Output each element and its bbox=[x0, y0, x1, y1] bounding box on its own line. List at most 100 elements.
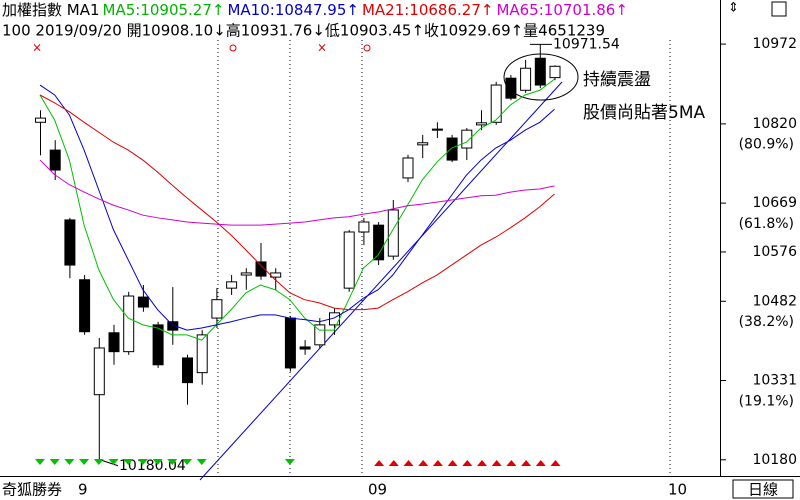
candle-body bbox=[549, 65, 561, 79]
sell-signal bbox=[123, 459, 134, 465]
scroll-icon[interactable]: ⇕ bbox=[728, 1, 739, 16]
candle-body bbox=[211, 299, 223, 319]
buy-signal bbox=[477, 460, 487, 466]
signal bbox=[363, 44, 371, 52]
header: 加權指數 MA1 MA5:10905.27↑ MA10:10847.95↑ MA21:… bbox=[2, 1, 628, 19]
candle-body bbox=[196, 334, 208, 374]
header-item: MA5:10905.27↑ bbox=[103, 1, 225, 19]
candle-body bbox=[358, 221, 370, 233]
candle-body bbox=[343, 231, 355, 289]
candle-body bbox=[93, 347, 105, 396]
fib-label: (61.8%) bbox=[739, 216, 794, 232]
candle-body bbox=[35, 117, 46, 123]
low-leader bbox=[99, 459, 119, 467]
high-label: 10971.54 bbox=[553, 36, 620, 52]
candle-body bbox=[64, 219, 76, 266]
sell-signal bbox=[49, 459, 60, 465]
y-tick-label: 10482 bbox=[752, 293, 797, 309]
candle-body bbox=[476, 122, 487, 126]
candle-body bbox=[79, 279, 91, 333]
candle-body bbox=[402, 157, 414, 179]
y-tick-label: 10576 bbox=[752, 244, 797, 260]
buy-signal bbox=[403, 460, 414, 466]
close-box[interactable] bbox=[771, 1, 787, 17]
low-label: 10180.04 bbox=[119, 458, 186, 474]
buy-signal bbox=[521, 460, 532, 466]
sell-signal bbox=[167, 459, 178, 465]
subheader: 100 2019/09/20 開10908.10↓高10931.76↓低1090… bbox=[2, 22, 605, 40]
y-tick-label: 10180 bbox=[752, 452, 797, 468]
ma-line bbox=[39, 159, 555, 226]
candle-body bbox=[431, 128, 443, 131]
header-item: MA10:10847.95↑ bbox=[227, 1, 358, 19]
candle-body bbox=[461, 129, 473, 149]
candle-body bbox=[490, 84, 502, 123]
trend-line bbox=[199, 81, 563, 481]
annotation: 股價尚貼著5MA bbox=[583, 103, 705, 123]
candle-body bbox=[417, 142, 429, 146]
buy-signal bbox=[491, 460, 502, 466]
y-tick-label: 10669 bbox=[752, 195, 797, 211]
sell-signal bbox=[35, 459, 45, 465]
buy-signal bbox=[388, 460, 399, 466]
buy-signal bbox=[418, 460, 429, 466]
signal: × bbox=[32, 41, 42, 55]
period[interactable]: 日線 bbox=[748, 481, 778, 499]
candle-body bbox=[49, 149, 61, 171]
candle-body bbox=[123, 295, 135, 353]
brand: 奇狐勝券 bbox=[2, 481, 62, 499]
sell-signal bbox=[64, 459, 75, 465]
sell-signal bbox=[93, 459, 104, 465]
candle-body bbox=[255, 261, 267, 277]
candle-body bbox=[505, 77, 517, 99]
candle-body bbox=[152, 324, 164, 366]
x-label: 9 bbox=[78, 481, 88, 499]
x-label: 10 bbox=[668, 481, 687, 499]
candle-body bbox=[226, 281, 238, 289]
y-tick-label: 10331 bbox=[752, 373, 797, 389]
candle-body bbox=[520, 67, 532, 91]
ma-line bbox=[39, 94, 555, 311]
header-item: MA21:10686.27↑ bbox=[362, 1, 493, 19]
header-item: 加權指數 MA1 bbox=[2, 1, 100, 19]
signal bbox=[229, 44, 237, 52]
period-box[interactable] bbox=[732, 479, 794, 499]
candle-body bbox=[373, 224, 385, 261]
sell-signal bbox=[108, 459, 119, 465]
candle-body bbox=[108, 332, 120, 353]
candle-body bbox=[240, 272, 252, 276]
candle-body bbox=[167, 321, 179, 331]
sell-signal bbox=[284, 459, 295, 465]
y-tick-label: 10820 bbox=[752, 116, 797, 132]
fib-label: (80.9%) bbox=[739, 137, 794, 153]
candle-body bbox=[314, 324, 326, 346]
candle-body bbox=[137, 296, 149, 308]
ma-line bbox=[39, 84, 555, 331]
sell-signal bbox=[79, 459, 90, 465]
candle-body bbox=[182, 357, 193, 384]
buy-signal bbox=[447, 460, 458, 466]
buy-signal bbox=[374, 460, 385, 466]
annotation-circle bbox=[503, 53, 579, 101]
candle-body bbox=[299, 346, 311, 350]
ma-line bbox=[39, 78, 555, 341]
buy-signal bbox=[550, 460, 561, 466]
y-tick-label: 10972 bbox=[752, 36, 797, 52]
fib-label: (38.2%) bbox=[739, 314, 794, 330]
header-item: MA65:10701.86↑ bbox=[496, 1, 627, 19]
sell-signal bbox=[182, 459, 192, 465]
candle-body bbox=[387, 209, 399, 257]
sell-signal bbox=[196, 459, 207, 465]
candle-body bbox=[284, 317, 296, 369]
buy-signal bbox=[506, 460, 517, 466]
x-label: 09 bbox=[368, 481, 387, 499]
signal: × bbox=[317, 41, 327, 55]
buy-signal bbox=[432, 460, 443, 466]
candle-body bbox=[534, 57, 546, 86]
fib-label: (19.1%) bbox=[739, 393, 794, 409]
sell-signal bbox=[137, 459, 148, 465]
buy-signal bbox=[535, 460, 546, 466]
